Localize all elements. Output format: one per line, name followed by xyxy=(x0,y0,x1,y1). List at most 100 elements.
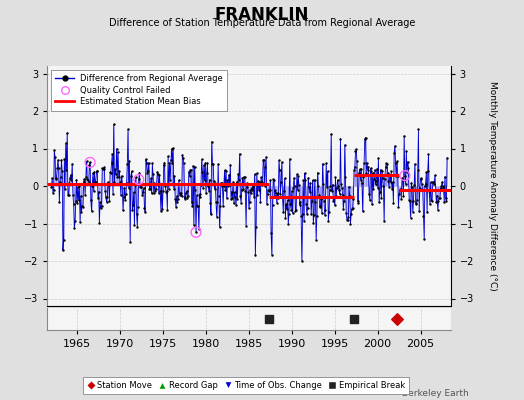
Point xyxy=(368,201,376,208)
Point xyxy=(231,194,239,200)
Point xyxy=(430,181,439,187)
Point xyxy=(405,197,413,203)
Point xyxy=(413,167,422,174)
Point xyxy=(326,182,335,189)
Point xyxy=(269,176,277,182)
Point xyxy=(345,183,353,190)
Point xyxy=(54,165,63,171)
Point xyxy=(436,195,444,201)
Point xyxy=(388,186,396,192)
Point xyxy=(370,167,379,173)
Point xyxy=(105,198,114,204)
Point xyxy=(121,197,129,204)
Point xyxy=(157,181,166,188)
Point xyxy=(250,194,258,200)
Point xyxy=(207,211,215,218)
Point xyxy=(234,170,243,177)
Point xyxy=(265,316,273,322)
Point xyxy=(267,230,275,236)
Point xyxy=(144,168,152,174)
Point xyxy=(225,182,234,188)
Point xyxy=(301,176,310,183)
Point xyxy=(433,192,441,199)
Point xyxy=(115,174,123,181)
Point xyxy=(154,171,162,177)
Point xyxy=(308,198,316,204)
Point xyxy=(186,167,194,173)
Point xyxy=(321,212,329,218)
Point xyxy=(351,164,359,170)
Point xyxy=(354,198,362,204)
Point xyxy=(53,157,62,163)
Point xyxy=(188,198,196,205)
Point xyxy=(412,200,420,207)
Point xyxy=(182,189,190,196)
Point xyxy=(315,204,324,210)
Point xyxy=(179,155,187,161)
Point xyxy=(268,202,277,208)
Point xyxy=(427,179,435,186)
Point xyxy=(298,258,306,264)
Point xyxy=(95,220,104,226)
Point xyxy=(297,213,305,219)
Point xyxy=(364,164,373,170)
Point xyxy=(80,178,88,185)
Point xyxy=(116,179,124,185)
Point xyxy=(138,192,147,198)
Point xyxy=(73,200,81,206)
Point xyxy=(217,180,225,186)
Point xyxy=(61,186,69,192)
Point xyxy=(387,168,396,175)
Point xyxy=(110,121,118,128)
Point xyxy=(94,195,102,201)
Point xyxy=(94,188,103,195)
Point xyxy=(260,182,269,189)
Point xyxy=(80,176,89,182)
Point xyxy=(198,169,206,175)
Point xyxy=(217,180,226,187)
Point xyxy=(384,170,392,176)
Point xyxy=(429,179,438,186)
Point xyxy=(62,167,71,174)
Point xyxy=(107,160,116,166)
Point xyxy=(165,186,173,192)
Point xyxy=(355,169,363,176)
Point xyxy=(168,146,176,152)
Point xyxy=(416,185,424,191)
Point xyxy=(439,183,447,189)
Point xyxy=(294,173,302,180)
Point xyxy=(107,170,115,176)
Point xyxy=(408,184,416,190)
Point xyxy=(358,180,366,186)
Point xyxy=(155,190,163,197)
Point xyxy=(218,183,226,189)
Point xyxy=(370,176,378,183)
Point xyxy=(72,176,81,183)
Point xyxy=(279,209,288,215)
Point xyxy=(247,185,256,191)
Point xyxy=(383,161,391,167)
Point xyxy=(126,239,134,245)
Point xyxy=(129,189,138,196)
Point xyxy=(376,189,384,195)
Point xyxy=(378,175,387,182)
Point xyxy=(296,202,304,208)
Point xyxy=(81,192,89,198)
Point xyxy=(252,223,260,230)
Point xyxy=(158,206,167,212)
Point xyxy=(50,147,59,154)
Point xyxy=(239,174,248,180)
Point xyxy=(84,177,92,183)
Point xyxy=(352,146,361,152)
Point xyxy=(327,131,335,137)
Point xyxy=(100,166,108,172)
Point xyxy=(125,158,134,164)
Point xyxy=(347,210,355,217)
Point xyxy=(200,162,208,168)
Point xyxy=(394,204,402,210)
Point xyxy=(197,182,205,188)
Point xyxy=(398,175,406,181)
Point xyxy=(93,168,102,174)
Point xyxy=(63,130,71,136)
Point xyxy=(125,185,133,191)
